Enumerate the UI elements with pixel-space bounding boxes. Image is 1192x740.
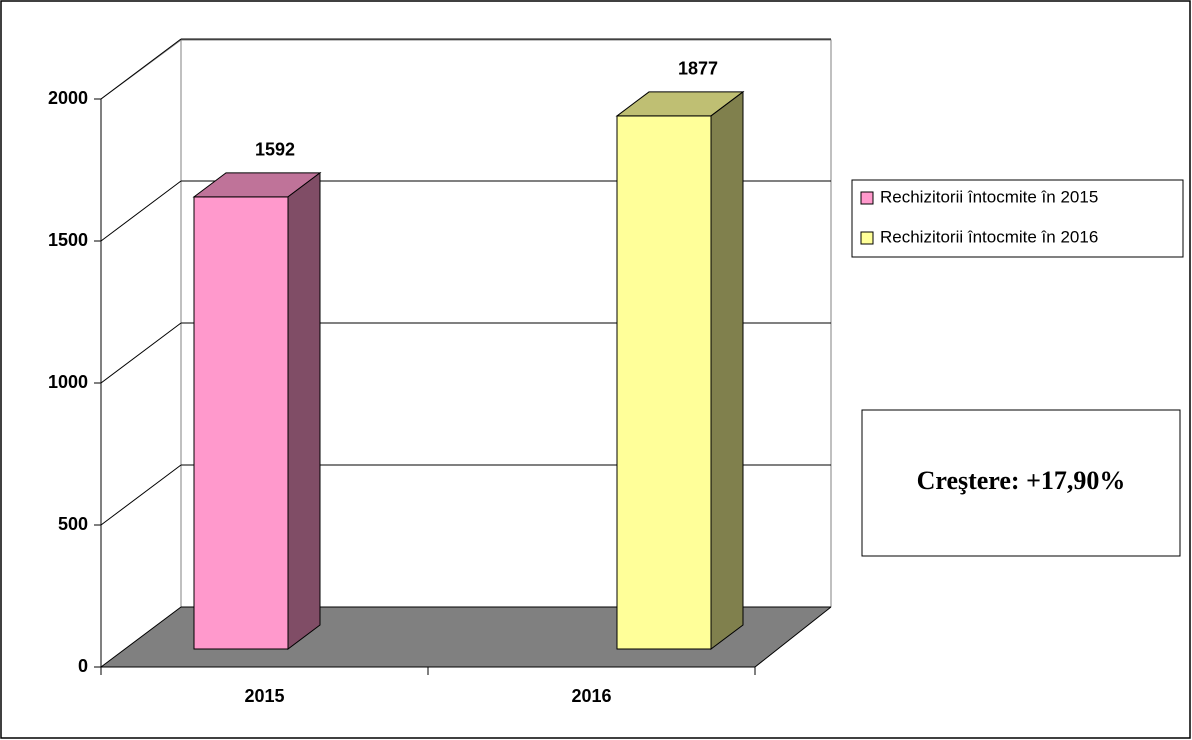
floor-edge [754, 606, 832, 668]
bar [193, 196, 289, 650]
annotation-box [861, 409, 1181, 557]
grid-line-side [100, 464, 182, 526]
bar-side [287, 171, 321, 650]
grid-line-side [100, 180, 182, 242]
x-tick-label: 2015 [244, 686, 284, 706]
data-label: 1592 [255, 140, 295, 160]
legend-swatch [860, 191, 874, 205]
legend-label: Rechizitorii întocmite în 2015 [880, 187, 1098, 206]
legend-swatch [860, 231, 874, 245]
y-tick-label: 500 [58, 514, 88, 534]
y-tick-label: 2000 [48, 88, 88, 108]
annotation: Creştere: +17,90% [917, 466, 1126, 495]
y-tick-label: 0 [78, 656, 88, 676]
bar-side [710, 90, 744, 650]
y-tick-label: 1500 [48, 230, 88, 250]
x-tick-label: 2016 [571, 686, 611, 706]
data-label: 1877 [678, 59, 718, 79]
bar [616, 115, 712, 650]
grid-line-side [100, 606, 182, 668]
grid-line-side [100, 38, 182, 100]
y-tick-label: 1000 [48, 372, 88, 392]
legend-label: Rechizitorii întocmite în 2016 [880, 227, 1098, 246]
legend [851, 179, 1184, 258]
grid-line-side [100, 322, 182, 384]
